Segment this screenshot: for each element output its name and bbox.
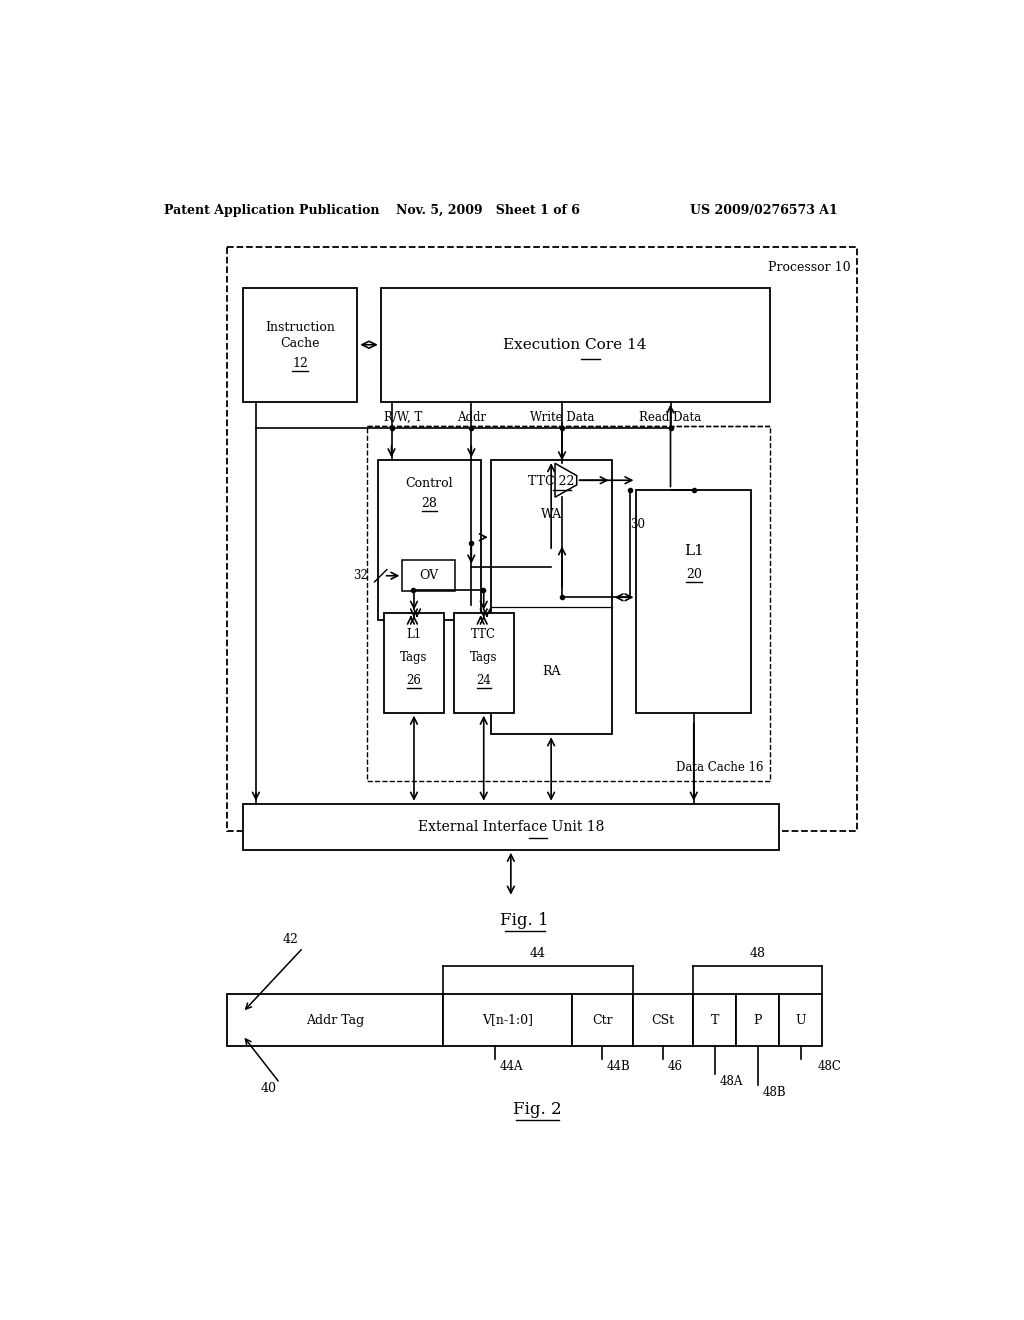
Text: Read Data: Read Data: [639, 411, 701, 424]
Text: RA: RA: [542, 665, 560, 678]
Text: R/W, T: R/W, T: [384, 411, 422, 424]
Text: External Interface Unit 18: External Interface Unit 18: [418, 820, 604, 834]
Text: Processor 10: Processor 10: [768, 261, 850, 273]
Bar: [779, 994, 822, 1047]
Bar: [381, 288, 770, 401]
Text: 44B: 44B: [607, 1060, 631, 1073]
Text: 28: 28: [422, 496, 437, 510]
Text: 42: 42: [283, 933, 299, 946]
Text: US 2009/0276573 A1: US 2009/0276573 A1: [689, 205, 838, 218]
Text: Tags: Tags: [470, 651, 498, 664]
Text: OV: OV: [419, 569, 438, 582]
Text: 26: 26: [407, 675, 422, 686]
Bar: [243, 804, 779, 850]
Text: 46: 46: [668, 1060, 682, 1073]
Text: Addr Tag: Addr Tag: [306, 1014, 365, 1027]
Text: U: U: [796, 1014, 806, 1027]
Bar: [693, 994, 736, 1047]
Bar: [442, 994, 572, 1047]
Text: 48B: 48B: [762, 1086, 786, 1100]
Text: Execution Core 14: Execution Core 14: [504, 338, 647, 351]
Text: 48A: 48A: [719, 1074, 742, 1088]
Text: 44: 44: [529, 948, 546, 961]
Text: Patent Application Publication: Patent Application Publication: [164, 205, 379, 218]
Bar: [367, 426, 770, 780]
Text: Instruction: Instruction: [265, 321, 335, 334]
Text: 20: 20: [686, 568, 701, 581]
Text: Write Data: Write Data: [529, 411, 594, 424]
Text: Data Cache 16: Data Cache 16: [676, 762, 764, 775]
Text: Control: Control: [406, 477, 454, 490]
Text: P: P: [754, 1014, 762, 1027]
Text: 44A: 44A: [500, 1060, 523, 1073]
Text: Ctr: Ctr: [592, 1014, 612, 1027]
Text: WA: WA: [541, 508, 562, 520]
Bar: [243, 288, 357, 401]
Text: CSt: CSt: [651, 1014, 675, 1027]
Text: V[n-1:0]: V[n-1:0]: [482, 1014, 534, 1027]
Bar: [636, 490, 751, 713]
Text: 30: 30: [630, 517, 645, 531]
Text: T: T: [711, 1014, 719, 1027]
Bar: [378, 461, 481, 620]
Bar: [454, 612, 514, 713]
Bar: [227, 994, 442, 1047]
Text: Tags: Tags: [400, 651, 428, 664]
Text: Cache: Cache: [281, 337, 319, 350]
Text: TTC: TTC: [471, 628, 497, 640]
Bar: [490, 461, 611, 734]
Bar: [384, 612, 444, 713]
Text: 48: 48: [750, 948, 766, 961]
Text: Fig. 2: Fig. 2: [513, 1101, 562, 1118]
Bar: [402, 560, 455, 591]
Text: TTC 22: TTC 22: [528, 475, 574, 488]
Text: L1: L1: [684, 544, 703, 558]
Text: 32: 32: [353, 569, 369, 582]
Bar: [572, 994, 633, 1047]
Bar: [227, 247, 856, 830]
Text: 48C: 48C: [818, 1060, 842, 1073]
Text: 24: 24: [476, 675, 492, 686]
Text: L1: L1: [407, 628, 422, 640]
Text: 12: 12: [292, 356, 308, 370]
Text: 40: 40: [261, 1082, 276, 1096]
Bar: [736, 994, 779, 1047]
Bar: [633, 994, 693, 1047]
Text: Nov. 5, 2009   Sheet 1 of 6: Nov. 5, 2009 Sheet 1 of 6: [396, 205, 581, 218]
Text: Addr: Addr: [457, 411, 485, 424]
Text: Fig. 1: Fig. 1: [501, 912, 549, 929]
